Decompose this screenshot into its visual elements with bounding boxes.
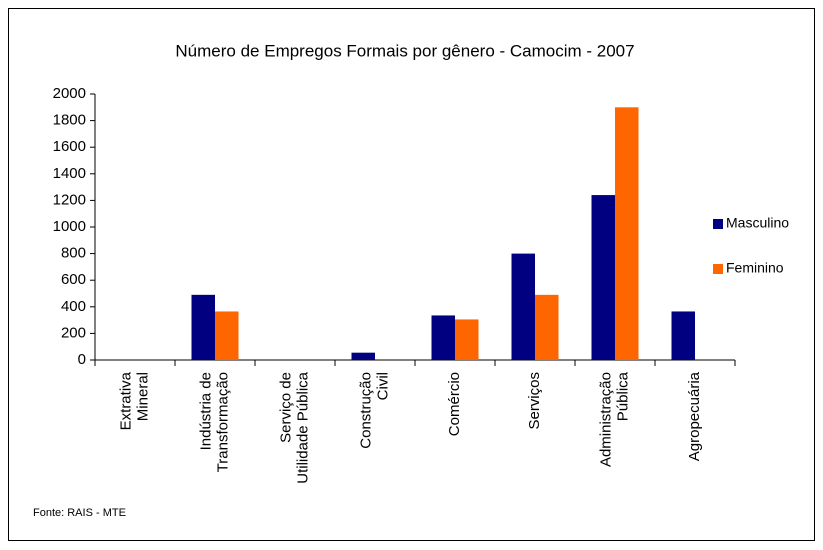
bar	[615, 107, 639, 360]
legend-label: Masculino	[726, 215, 789, 231]
bar	[215, 311, 239, 360]
y-tick-label: 1600	[53, 138, 86, 155]
bar	[535, 294, 559, 360]
y-tick-label: 1400	[53, 165, 86, 182]
source-note: Fonte: RAIS - MTE	[33, 507, 126, 519]
x-tick-label: ConstruçãoCivil	[357, 372, 391, 449]
x-tick-label: Serviço deUtilidade Pública	[277, 371, 311, 483]
bar	[511, 253, 535, 360]
y-tick-label: 200	[61, 324, 86, 341]
y-tick-label: 0	[78, 351, 86, 368]
y-tick-label: 2000	[53, 85, 86, 102]
y-tick-label: 1000	[53, 218, 86, 235]
y-tick-label: 800	[61, 245, 86, 262]
y-tick-label: 600	[61, 271, 86, 288]
bar	[351, 352, 375, 360]
x-tick-label: Serviços	[526, 372, 543, 430]
legend-label: Feminino	[726, 260, 784, 276]
x-tick-label: Agropecuária	[686, 371, 703, 461]
bar	[455, 319, 479, 360]
chart-title: Número de Empregos Formais por gênero - …	[175, 41, 634, 60]
y-tick-label: 1800	[53, 112, 86, 129]
x-tick-label: Indústria deTransformação	[197, 372, 231, 472]
bar	[671, 311, 695, 360]
y-tick-label: 400	[61, 298, 86, 315]
chart-frame	[8, 8, 815, 541]
bar	[431, 315, 455, 360]
legend-swatch	[713, 219, 723, 229]
bar	[591, 195, 615, 360]
x-tick-label: ExtrativaMineral	[117, 371, 151, 430]
x-tick-label: Comércio	[446, 372, 463, 436]
legend-swatch	[713, 264, 723, 274]
x-tick-label: AdministraçãoPública	[597, 371, 631, 467]
bar	[191, 294, 215, 360]
y-tick-label: 1200	[53, 191, 86, 208]
